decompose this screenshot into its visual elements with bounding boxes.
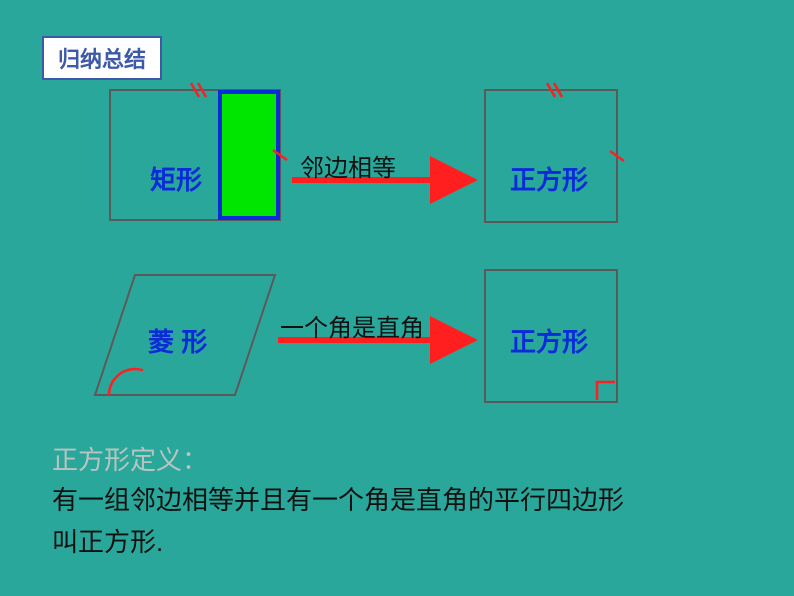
square-label-row2: 正方形: [510, 322, 588, 359]
angle-arc: [109, 369, 143, 395]
definition-title: 正方形定义：: [52, 440, 208, 477]
rhombus-label: 菱 形: [148, 322, 207, 359]
square-label-row1: 正方形: [510, 160, 588, 197]
rectangle-label: 矩形: [150, 160, 202, 197]
square-ticks-row1: [547, 83, 624, 161]
arrow-label-row2: 一个角是直角: [280, 308, 424, 343]
summary-badge-text: 归纳总结: [58, 47, 146, 72]
square-shape-row1: [485, 90, 617, 222]
right-angle-mark: [597, 382, 615, 400]
green-strip: [220, 92, 278, 218]
arrow-label-row1: 邻边相等: [300, 148, 396, 183]
definition-body: 有一组邻边相等并且有一个角是直角的平行四边形 叫正方形.: [52, 480, 624, 563]
summary-badge: 归纳总结: [42, 36, 162, 80]
